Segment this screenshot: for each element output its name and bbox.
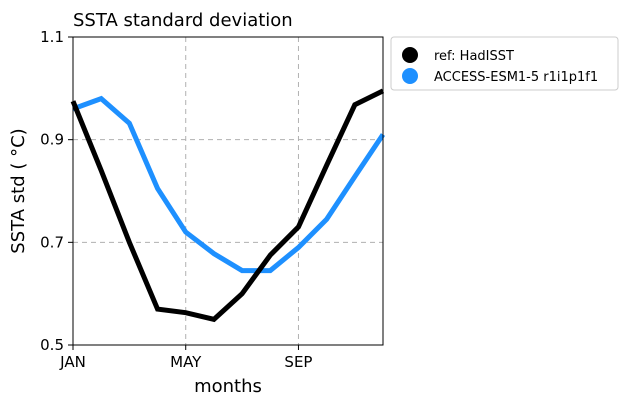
legend-marker [402,68,418,84]
legend-label: ref: HadISST [434,49,514,64]
legend: ref: HadISST ACCESS-ESM1-5 r1i1p1f1 [390,36,619,91]
y-tick-label: 1.1 [40,28,64,46]
plot-frame [72,36,384,346]
y-tick-label: 0.9 [40,131,64,149]
chart-title: SSTA standard deviation [73,10,293,31]
x-axis: JAN MAY SEP [59,345,312,371]
legend-label: ACCESS-ESM1-5 r1i1p1f1 [434,70,598,85]
series-line-0 [70,88,385,323]
y-axis: 0.5 0.7 0.9 1.1 [40,28,73,354]
x-axis-label: months [194,376,262,397]
grid [73,37,383,345]
series-line-1 [72,95,386,274]
x-tick-label: MAY [170,353,202,371]
legend-marker [402,47,418,63]
legend-frame [390,36,619,91]
series-lines [70,88,386,323]
y-tick-label: 0.5 [40,336,64,354]
y-tick-label: 0.7 [40,233,64,251]
y-axis-label: SSTA std ( °C) [8,128,29,253]
x-tick-label: SEP [284,353,312,371]
x-tick-label: JAN [59,353,86,371]
